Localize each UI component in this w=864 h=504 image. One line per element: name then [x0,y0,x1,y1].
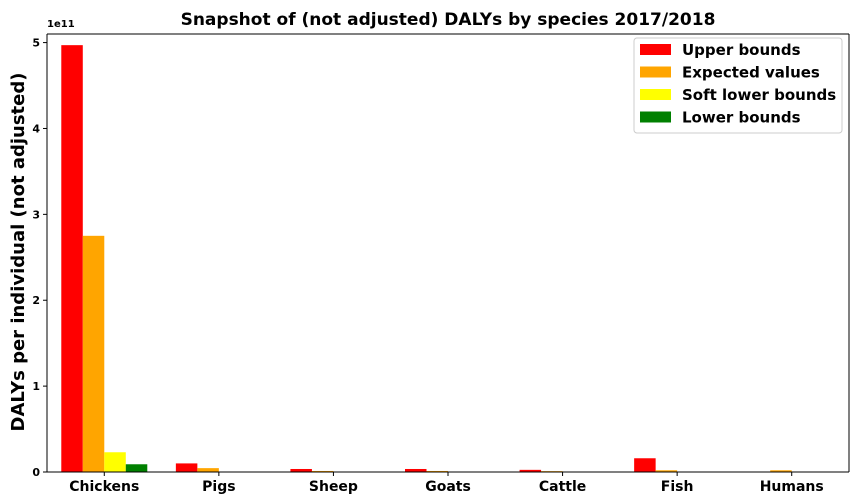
y-axis-offset-label: 1e11 [47,19,75,30]
bar-humans-expected-values [770,470,792,472]
bar-chickens-lower-bounds [125,464,148,472]
x-tick-label-fish: Fish [661,479,694,495]
bar-cattle-upper-bounds [519,469,542,472]
x-tick-label-cattle: Cattle [539,479,586,495]
legend: Upper bounds Expected values Soft lower bo… [633,37,843,134]
legend-swatch [640,44,671,55]
y-tick-label: 1 [32,380,40,393]
bar-chickens-expected-values [82,235,105,472]
y-axis-label: DALYs per individual (not adjusted) [8,73,29,432]
bar-sheep-expected-values [311,470,334,472]
legend-swatch [640,111,671,123]
bar-sheep-upper-bounds [290,468,312,472]
bar-chickens-soft-lower-bounds [104,452,126,472]
bar-goats-upper-bounds [405,468,427,472]
bars-group [61,45,792,472]
bar-pigs-expected-values [197,468,219,472]
bar-fish-expected-values [655,470,678,472]
y-tick-label: 0 [32,466,40,479]
chart-title: Snapshot of (not adjusted) DALYs by spec… [181,10,716,30]
legend-label: Expected values [682,64,820,82]
y-tick-label: 3 [32,208,40,221]
y-tick-label: 4 [32,122,40,135]
legend-label: Upper bounds [682,41,801,59]
x-tick-label-goats: Goats [425,479,471,495]
legend-swatch [640,89,671,100]
axes-group: 0 1 2 3 4 5 Chickens Pigs Sheep Goats Cattle Fish Hu… [32,33,850,495]
x-tick-label-humans: Humans [760,479,824,495]
bar-fish-upper-bounds [634,458,656,472]
x-tick-label-chickens: Chickens [69,479,139,495]
legend-label: Lower bounds [682,109,801,127]
bar-pigs-upper-bounds [175,463,198,472]
x-tick-label-sheep: Sheep [309,479,358,495]
legend-swatch [640,66,671,78]
bar-goats-expected-values [426,470,448,472]
x-tick-label-pigs: Pigs [202,479,235,495]
y-tick-label: 2 [32,294,40,307]
legend-box [633,37,843,134]
bar-chickens-upper-bounds [61,45,83,472]
y-tick-label: 5 [32,37,40,50]
legend-label: Soft lower bounds [682,86,836,104]
